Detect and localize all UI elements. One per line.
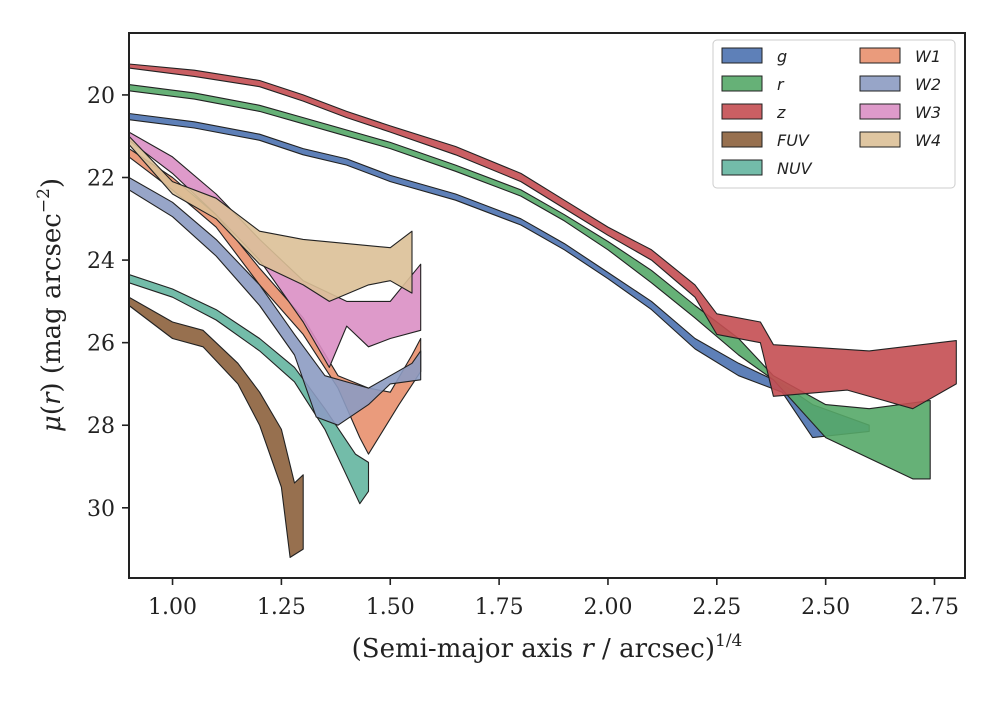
legend-swatch-w4 [859,131,901,148]
legend-swatch-r [721,75,763,92]
series-band-w4 [129,135,413,302]
x-tick-label: 2.75 [910,595,959,620]
y-axis-title: μ(r) (mag arcsec−2) [34,178,67,432]
legend-swatch-w1 [859,47,901,64]
x-tick-label: 1.25 [257,595,306,620]
x-tick-label: 1.50 [366,595,415,620]
y-axis-title-open: ( [37,405,67,415]
x-axis-title-mid: / arcsec) [594,634,715,664]
legend-label-fuv: FUV [777,131,810,150]
legend-label-w4: W4 [915,131,941,150]
x-tick-label: 1.75 [475,595,524,620]
y-axis-title-mu: μ [37,415,67,432]
x-tick-label: 2.25 [692,595,741,620]
series-band-w2 [129,176,422,426]
axes-layer: 1.00 1.25 1.50 1.75 2.00 2.25 2.50 2.75 20 22 24 26… [87,84,959,620]
y-tick-label: 20 [87,84,115,109]
x-tick-label: 2.00 [583,595,632,620]
x-tick-label: 1.00 [148,595,197,620]
x-axis-title-sup: 1/4 [715,631,742,651]
series-layer [129,63,957,558]
x-tick-label: 2.50 [801,595,850,620]
y-axis-title-var: r [37,391,67,405]
legend-label-g: g [777,47,787,66]
plot-frame [128,32,966,579]
legend-swatch-fuv [721,131,763,148]
legend-label-w1: W1 [915,47,941,66]
y-tick-label: 28 [87,414,115,439]
legend-label-w2: W2 [915,75,941,94]
y-tick-label: 22 [87,167,115,192]
legend-label-nuv: NUV [777,159,813,178]
legend-swatch-z [721,103,763,120]
series-band-fuv [129,296,304,558]
x-axis-title-prefix: (Semi-major axis [352,634,582,664]
x-axis-title-var: r [581,634,595,664]
legend-label-r: r [777,75,785,94]
legend-swatch-nuv [721,159,763,176]
y-axis-title-sup: −2 [34,188,54,213]
legend-swatch-g [721,47,763,64]
y-axis-title-rest: ) (mag arcsec [37,213,67,392]
series-band-r [129,84,931,480]
x-axis-title: (Semi-major axis r / arcsec)1/4 [352,631,743,664]
legend-label-z: z [776,103,786,122]
series-band-nuv [129,273,370,505]
series-band-z [129,63,957,410]
legend: grz FUV NUV W1 W2 W3 W4 [712,39,956,189]
y-tick-label: 26 [87,332,115,357]
legend-swatch-w3 [859,103,901,120]
legend-label-w3: W3 [915,103,941,122]
y-axis-title-close: ) [37,178,67,188]
y-tick-label: 24 [87,249,115,274]
y-tick-label: 30 [87,497,115,522]
legend-swatch-w2 [859,75,901,92]
